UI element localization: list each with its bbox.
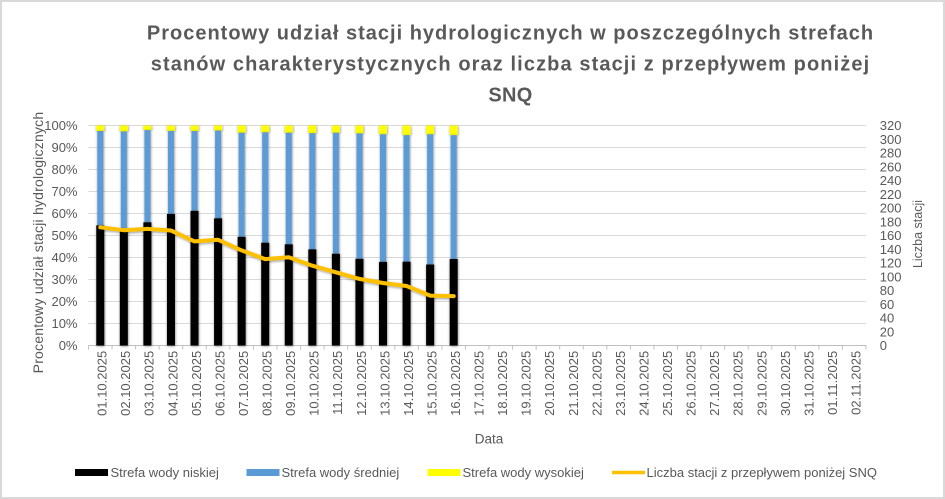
svg-text:10.10.2025: 10.10.2025 <box>307 351 322 416</box>
svg-text:03.10.2025: 03.10.2025 <box>142 351 157 416</box>
svg-text:23.10.2025: 23.10.2025 <box>613 351 628 416</box>
svg-text:160: 160 <box>880 228 902 243</box>
svg-text:20.10.2025: 20.10.2025 <box>542 351 557 416</box>
svg-text:19.10.2025: 19.10.2025 <box>519 351 534 416</box>
svg-text:Data: Data <box>475 432 504 447</box>
svg-text:09.10.2025: 09.10.2025 <box>283 351 298 416</box>
svg-text:24.10.2025: 24.10.2025 <box>636 351 651 416</box>
svg-text:26.10.2025: 26.10.2025 <box>684 351 699 416</box>
svg-text:Procentowy udział stacji hydro: Procentowy udział stacji hydrologicznych <box>30 112 46 374</box>
svg-text:08.10.2025: 08.10.2025 <box>260 351 275 416</box>
svg-text:180: 180 <box>880 214 902 229</box>
svg-text:220: 220 <box>880 187 902 202</box>
svg-text:13.10.2025: 13.10.2025 <box>377 351 392 416</box>
svg-text:80%: 80% <box>51 162 77 177</box>
svg-text:50%: 50% <box>51 228 77 243</box>
svg-text:120: 120 <box>880 256 902 271</box>
svg-text:16.10.2025: 16.10.2025 <box>448 351 463 416</box>
svg-text:60%: 60% <box>51 206 77 221</box>
svg-text:140: 140 <box>880 242 902 257</box>
svg-text:17.10.2025: 17.10.2025 <box>472 351 487 416</box>
svg-text:20: 20 <box>880 324 894 339</box>
svg-text:02.10.2025: 02.10.2025 <box>118 351 133 416</box>
svg-text:280: 280 <box>880 146 902 161</box>
svg-text:Strefa wody wysokiej: Strefa wody wysokiej <box>463 465 584 480</box>
svg-text:02.11.2025: 02.11.2025 <box>849 351 864 415</box>
svg-text:240: 240 <box>880 173 902 188</box>
svg-text:28.10.2025: 28.10.2025 <box>731 351 746 416</box>
svg-text:Strefa wody niskiej: Strefa wody niskiej <box>111 465 219 480</box>
svg-text:15.10.2025: 15.10.2025 <box>424 351 439 416</box>
svg-text:Procentowy udział stacji hydro: Procentowy udział stacji hydrologicznych… <box>147 23 874 45</box>
svg-text:100%: 100% <box>44 118 78 133</box>
svg-text:0: 0 <box>880 338 887 353</box>
svg-text:18.10.2025: 18.10.2025 <box>495 351 510 416</box>
svg-text:27.10.2025: 27.10.2025 <box>707 351 722 416</box>
svg-text:60: 60 <box>880 297 894 312</box>
svg-text:stanów charakterystycznych ora: stanów charakterystycznych oraz liczba s… <box>151 54 871 76</box>
svg-text:0%: 0% <box>59 338 78 353</box>
svg-text:21.10.2025: 21.10.2025 <box>566 351 581 416</box>
svg-text:Liczba stacji: Liczba stacji <box>911 200 925 268</box>
svg-text:05.10.2025: 05.10.2025 <box>189 351 204 416</box>
svg-text:SNQ: SNQ <box>488 85 532 107</box>
svg-text:31.10.2025: 31.10.2025 <box>801 351 816 416</box>
svg-text:320: 320 <box>880 118 902 133</box>
svg-text:Strefa wody średniej: Strefa wody średniej <box>282 465 400 480</box>
svg-text:01.10.2025: 01.10.2025 <box>95 351 110 416</box>
svg-text:04.10.2025: 04.10.2025 <box>165 351 180 416</box>
svg-text:40%: 40% <box>51 250 77 265</box>
svg-text:01.11.2025: 01.11.2025 <box>825 351 840 415</box>
svg-text:10%: 10% <box>51 316 77 331</box>
svg-text:300: 300 <box>880 132 902 147</box>
svg-text:07.10.2025: 07.10.2025 <box>236 351 251 416</box>
svg-text:14.10.2025: 14.10.2025 <box>401 351 416 416</box>
svg-text:Liczba stacji z przepływem pon: Liczba stacji z przepływem poniżej SNQ <box>647 465 877 480</box>
svg-text:200: 200 <box>880 201 902 216</box>
svg-text:100: 100 <box>880 269 902 284</box>
svg-text:06.10.2025: 06.10.2025 <box>212 351 227 416</box>
svg-text:30.10.2025: 30.10.2025 <box>778 351 793 416</box>
svg-text:260: 260 <box>880 159 902 174</box>
svg-text:25.10.2025: 25.10.2025 <box>660 351 675 416</box>
svg-text:80: 80 <box>880 283 894 298</box>
svg-text:12.10.2025: 12.10.2025 <box>354 351 369 416</box>
svg-text:70%: 70% <box>51 184 77 199</box>
svg-text:11.10.2025: 11.10.2025 <box>330 351 345 415</box>
svg-text:29.10.2025: 29.10.2025 <box>754 351 769 416</box>
svg-text:90%: 90% <box>51 140 77 155</box>
svg-text:20%: 20% <box>51 294 77 309</box>
svg-text:30%: 30% <box>51 272 77 287</box>
svg-text:40: 40 <box>880 311 894 326</box>
svg-text:22.10.2025: 22.10.2025 <box>589 351 604 416</box>
